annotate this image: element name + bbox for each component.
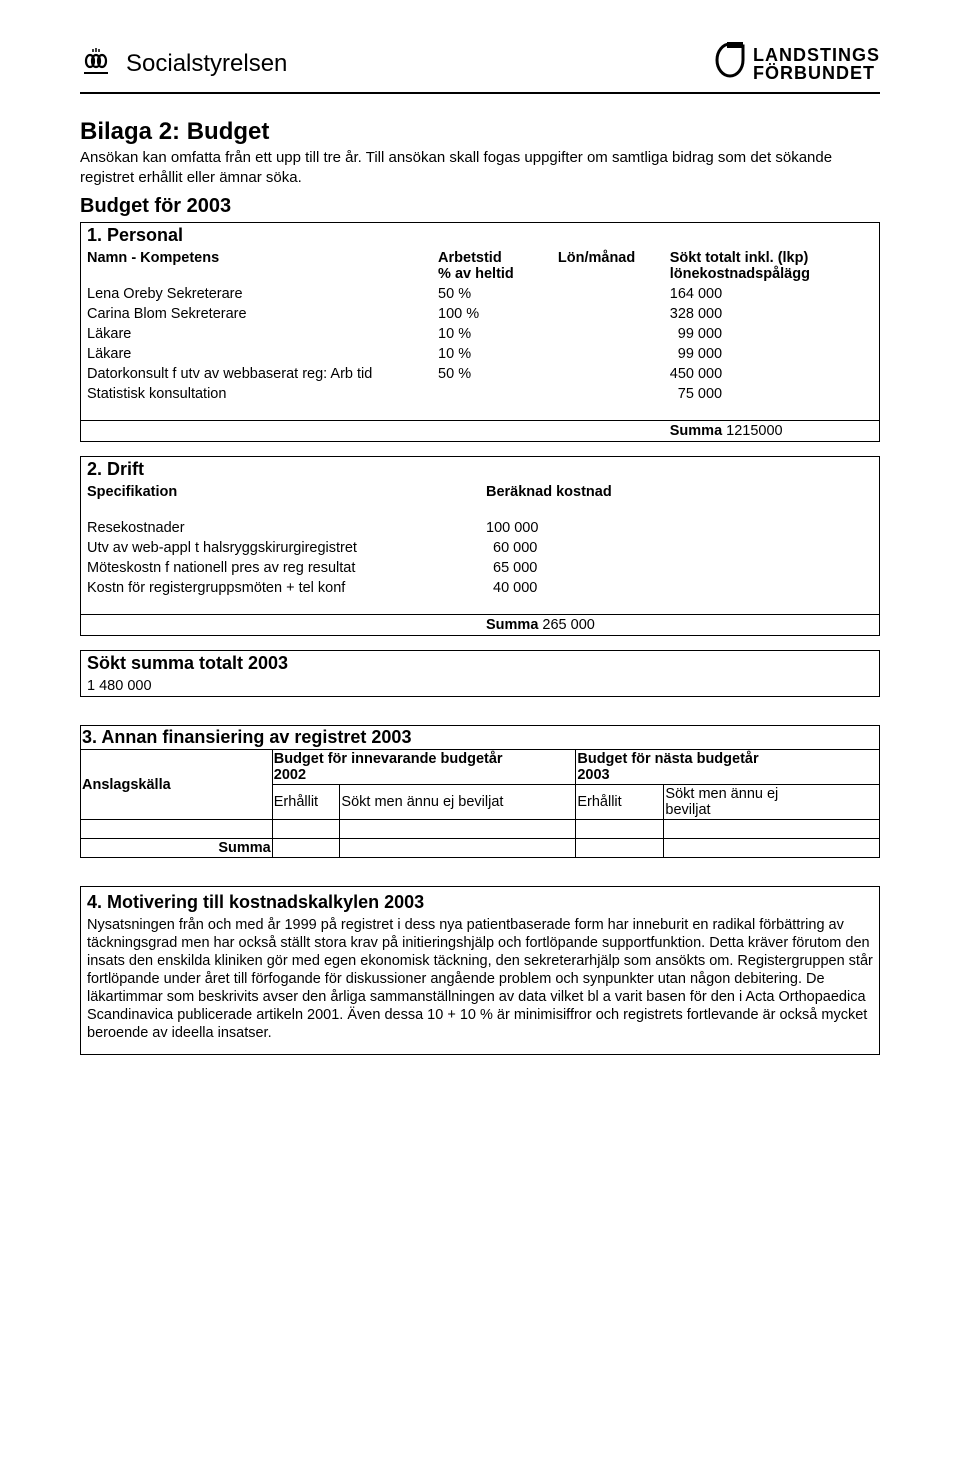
cell-sokt: 328 000 (664, 304, 880, 324)
sub-sokt-ej-r-l1: Sökt men ännu ej (665, 786, 778, 802)
cell-kostnad: 60 000 (480, 538, 880, 558)
intro-text: Ansökan kan omfatta från ett upp till tr… (80, 148, 880, 187)
cell-lon (552, 324, 664, 344)
col-arbetstid-l2: % av heltid (438, 266, 514, 282)
table-row: Resekostnader 100 000 (81, 518, 880, 538)
cell-kostnad: 100 000 (480, 518, 880, 538)
personal-heading: 1. Personal (81, 223, 880, 249)
cell-lon (552, 304, 664, 324)
cell-lon (552, 384, 664, 404)
col-lon: Lön/månad (558, 250, 635, 266)
logo-right-line2: FÖRBUNDET (753, 64, 880, 82)
cell-namn: Carina Blom Sekreterare (81, 304, 433, 324)
cell-arbetstid: 10 % (432, 344, 552, 364)
drift-heading: 2. Drift (81, 457, 880, 483)
landstings-icon (713, 40, 747, 88)
logo-left-text: Socialstyrelsen (126, 50, 287, 78)
col-sokt-l1: Sökt totalt inkl. (lkp) (670, 250, 809, 266)
table-row: Läkare 10 % 99 000 (81, 324, 880, 344)
personal-summa-row: Summa 1215000 (81, 421, 880, 442)
annan-heading: 3. Annan finansiering av registret 2003 (81, 726, 880, 750)
table-row: Kostn för registergruppsmöten + tel konf… (81, 578, 880, 598)
motivation-box: 4. Motivering till kostnadskalkylen 2003… (80, 886, 880, 1055)
col-namn: Namn - Kompetens (87, 250, 219, 266)
cell-namn: Statistisk konsultation (81, 384, 433, 404)
total-heading: Sökt summa totalt 2003 (81, 651, 880, 677)
annan-table: 3. Annan finansiering av registret 2003 … (80, 725, 880, 858)
cell-spec: Möteskostn f nationell pres av reg resul… (81, 558, 481, 578)
cell-arbetstid: 10 % (432, 324, 552, 344)
table-row: Utv av web-appl t halsryggskirurgiregist… (81, 538, 880, 558)
table-row (81, 820, 880, 839)
table-row: Carina Blom Sekreterare 100 % 328 000 (81, 304, 880, 324)
cell-sokt: 99 000 (664, 324, 880, 344)
table-row: Lena Oreby Sekreterare 50 % 164 000 (81, 284, 880, 304)
col-anslag: Anslagskälla (81, 750, 273, 820)
socialstyrelsen-icon (80, 46, 120, 83)
col-kostnad: Beräknad kostnad (480, 482, 880, 502)
cell-spec: Utv av web-appl t halsryggskirurgiregist… (81, 538, 481, 558)
table-row: Läkare 10 % 99 000 (81, 344, 880, 364)
cell-namn: Lena Oreby Sekreterare (81, 284, 433, 304)
page: Socialstyrelsen LANDSTINGS FÖRBUNDET Bil… (0, 0, 960, 1115)
cell-arbetstid: 50 % (432, 284, 552, 304)
page-header: Socialstyrelsen LANDSTINGS FÖRBUNDET (80, 40, 880, 94)
cell-arbetstid: 100 % (432, 304, 552, 324)
motivation-body: Nysatsningen från och med år 1999 på reg… (87, 917, 873, 1042)
cell-arbetstid (432, 384, 552, 404)
cell-spec: Resekostnader (81, 518, 481, 538)
drift-summa-label: Summa (486, 617, 538, 633)
personal-summa-value: 1215000 (726, 423, 782, 439)
col-spec: Specifikation (81, 482, 481, 502)
motivation-heading: 4. Motivering till kostnadskalkylen 2003 (87, 891, 873, 914)
logo-right-text: LANDSTINGS FÖRBUNDET (753, 46, 880, 82)
cell-namn: Läkare (81, 324, 433, 344)
col-nasta-l2: 2003 (577, 767, 609, 783)
drift-summa-value: 265 000 (542, 617, 594, 633)
drift-table: 2. Drift Specifikation Beräknad kostnad … (80, 456, 880, 636)
personal-summa-label: Summa (670, 423, 722, 439)
logo-socialstyrelsen: Socialstyrelsen (80, 46, 287, 83)
drift-summa-row: Summa 265 000 (81, 615, 880, 636)
page-title: Bilaga 2: Budget (80, 118, 880, 146)
sub-sokt-ej-r-l2: beviljat (665, 802, 710, 818)
cell-sokt: 99 000 (664, 344, 880, 364)
cell-kostnad: 40 000 (480, 578, 880, 598)
table-row: Möteskostn f nationell pres av reg resul… (81, 558, 880, 578)
logo-landstingsforbundet: LANDSTINGS FÖRBUNDET (713, 40, 880, 88)
logo-right-line1: LANDSTINGS (753, 46, 880, 64)
table-row: Statistisk konsultation 75 000 (81, 384, 880, 404)
col-innev-l1: Budget för innevarande budgetår (274, 751, 503, 767)
cell-lon (552, 344, 664, 364)
total-value: 1 480 000 (81, 676, 880, 697)
cell-lon (552, 364, 664, 384)
cell-lon (552, 284, 664, 304)
cell-kostnad: 65 000 (480, 558, 880, 578)
sub-sokt-ej-l: Sökt men ännu ej beviljat (340, 785, 576, 820)
cell-arbetstid: 50 % (432, 364, 552, 384)
cell-namn: Datorkonsult f utv av webbaserat reg: Ar… (81, 364, 433, 384)
cell-sokt: 450 000 (664, 364, 880, 384)
col-innev-l2: 2002 (274, 767, 306, 783)
col-nasta-l1: Budget för nästa budgetår (577, 751, 758, 767)
personal-table: 1. Personal Namn - Kompetens Arbetstid %… (80, 222, 880, 442)
sub-erhallit-r: Erhållit (576, 785, 664, 820)
col-arbetstid-l1: Arbetstid (438, 250, 502, 266)
sub-erhallit-l: Erhållit (272, 785, 340, 820)
cell-spec: Kostn för registergruppsmöten + tel konf (81, 578, 481, 598)
annan-summa-row: Summa (81, 839, 880, 858)
cell-namn: Läkare (81, 344, 433, 364)
col-sokt-l2: lönekostnadspålägg (670, 266, 810, 282)
budget-year-header: Budget för 2003 (80, 195, 880, 218)
cell-sokt: 164 000 (664, 284, 880, 304)
cell-sokt: 75 000 (664, 384, 880, 404)
total-table: Sökt summa totalt 2003 1 480 000 (80, 650, 880, 697)
table-row: Datorkonsult f utv av webbaserat reg: Ar… (81, 364, 880, 384)
annan-summa-label: Summa (218, 840, 270, 856)
